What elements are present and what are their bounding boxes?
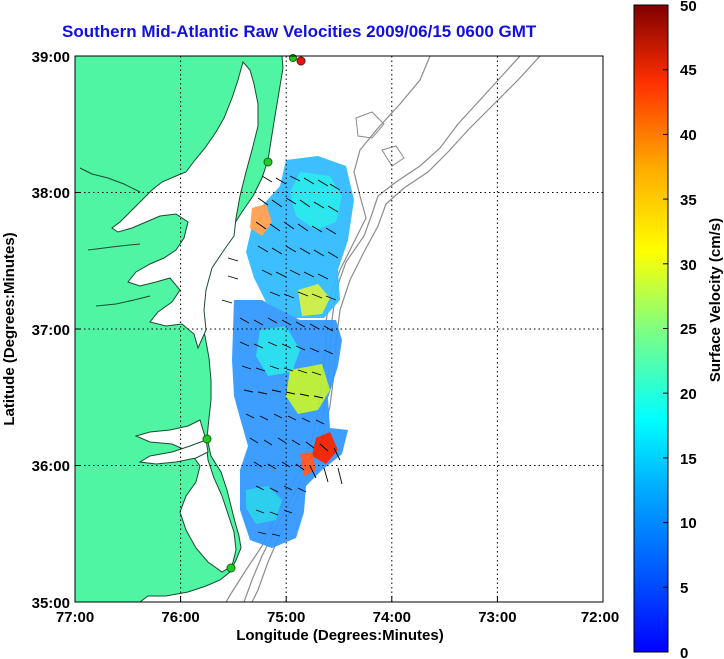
x-axis-label: Longitude (Degrees:Minutes) — [236, 627, 444, 644]
velocity-patch-mid-yellow — [286, 364, 330, 414]
colorbar-tick-label: 50 — [680, 0, 697, 15]
y-tick-label: 37:00 — [32, 322, 70, 339]
colorbar — [633, 4, 669, 653]
pamlico-sound — [134, 419, 237, 573]
y-tick-label: 35:00 — [32, 595, 70, 612]
colorbar-tick-label: 0 — [680, 645, 688, 659]
colorbar-tick-label: 15 — [680, 451, 697, 468]
chesapeake-bay — [111, 60, 259, 350]
x-tick-label: 76:00 — [161, 609, 199, 626]
velocity-patch-north-cyan — [290, 172, 342, 230]
x-tick-label: 77:00 — [56, 609, 94, 626]
site-marker — [263, 157, 273, 167]
velocity-vectors — [221, 175, 343, 537]
site-marker — [226, 563, 236, 573]
x-tick-label: 72:00 — [581, 609, 619, 626]
colorbar-tick-label: 10 — [680, 515, 697, 532]
map-title: Southern Mid-Atlantic Raw Velocities 200… — [62, 22, 537, 41]
y-tick-label: 36:00 — [32, 458, 70, 475]
colorbar-tick-label: 35 — [680, 192, 697, 209]
x-tick-label: 75:00 — [267, 609, 305, 626]
y-axis-label: Latitude (Degrees:Minutes) — [1, 232, 18, 425]
colorbar-label: Surface Velocity (cm/s) — [707, 218, 724, 382]
axis-ticks — [74, 55, 604, 603]
colorbar-tick-label: 20 — [680, 386, 697, 403]
y-tick-label: 39:00 — [32, 49, 70, 66]
colorbar-tick-label: 45 — [680, 62, 697, 79]
colorbar-tick-label: 30 — [680, 257, 697, 274]
site-marker — [296, 56, 306, 66]
velocity-patch-yellow — [298, 284, 330, 316]
colorbar-tick-label: 25 — [680, 321, 697, 338]
velocity-patch-orange — [250, 204, 272, 236]
velocity-patch-south-cyan — [246, 486, 282, 524]
grid-lines — [75, 56, 603, 602]
x-tick-label: 74:00 — [373, 609, 411, 626]
colorbar-tick-label: 5 — [680, 580, 688, 597]
velocity-patch-mid-cyan — [256, 326, 300, 376]
site-marker — [202, 434, 212, 444]
x-tick-label: 73:00 — [478, 609, 516, 626]
velocity-field — [232, 156, 354, 548]
colorbar-tick-label: 40 — [680, 127, 697, 144]
colorbar-ticks — [663, 4, 668, 653]
river-estuary — [79, 167, 151, 307]
y-tick-label: 38:00 — [32, 185, 70, 202]
